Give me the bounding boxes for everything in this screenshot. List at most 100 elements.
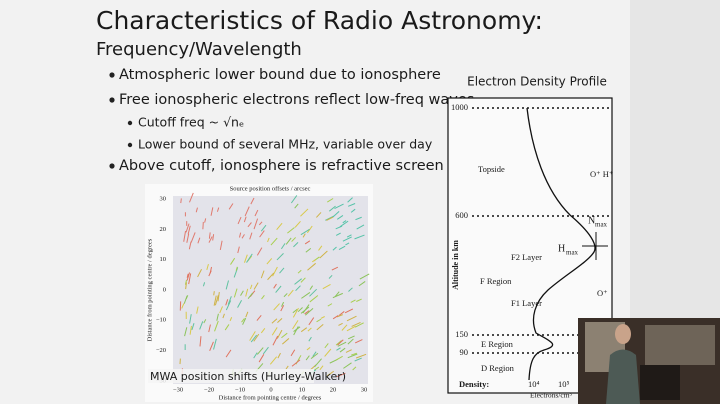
bullet-text: Above cutoff, ionosphere is refractive s… [119, 158, 444, 174]
arrow [350, 208, 356, 213]
arrow [233, 288, 238, 298]
arrow [327, 198, 334, 203]
altitude-label: 600 [455, 210, 468, 220]
arrow [324, 343, 329, 349]
arrow [339, 220, 349, 228]
arrow [292, 307, 299, 318]
arrow [214, 320, 219, 332]
arrow [225, 299, 229, 306]
arrow [230, 257, 236, 265]
arrow [267, 272, 275, 281]
region-label: D Region [481, 363, 515, 373]
arrow [324, 348, 332, 357]
arrow [327, 303, 333, 307]
arrow [335, 232, 341, 236]
arrow [277, 352, 281, 359]
arrow [183, 230, 187, 242]
arrow [302, 233, 306, 238]
altitude-label: 150 [455, 329, 468, 339]
arrow [241, 234, 245, 239]
arrow [247, 222, 252, 228]
arrow [316, 323, 324, 331]
arrow [309, 288, 318, 297]
arrow [228, 203, 234, 210]
hmax-sub: max [566, 249, 579, 257]
arrow [242, 317, 247, 325]
arrow [219, 240, 223, 251]
speaker-head [615, 324, 631, 344]
arrow [216, 313, 219, 321]
arrow [227, 296, 232, 305]
arrow [316, 318, 322, 323]
arrow [260, 270, 265, 279]
arrow [272, 335, 279, 346]
arrow [266, 258, 273, 265]
arrow [346, 315, 357, 322]
x-axis-label: Distance from pointing centre / degrees [219, 394, 322, 401]
arrow [332, 292, 343, 299]
arrow [352, 366, 357, 371]
arrow [280, 243, 286, 250]
nmax-label: N [588, 215, 595, 226]
arrow [294, 278, 302, 285]
arrow-field [179, 192, 370, 378]
arrow [275, 285, 282, 293]
arrow [347, 197, 353, 203]
arrow [273, 283, 277, 289]
arrow [347, 353, 358, 359]
arrow [256, 315, 262, 321]
arrow [281, 332, 288, 339]
arrow [348, 287, 353, 292]
bullet-text: Free ionospheric electrons reflect low-f… [119, 92, 474, 108]
arrow [297, 269, 302, 274]
altitude-label: 1000 [451, 102, 468, 112]
arrow [272, 266, 278, 277]
arrow [197, 269, 202, 278]
arrow [314, 366, 320, 371]
arrow [336, 347, 341, 351]
arrow [332, 246, 337, 251]
density-tick: 10⁴ [528, 379, 540, 389]
hmax-label: H [558, 243, 565, 254]
arrow [342, 236, 352, 242]
arrow [262, 346, 269, 355]
arrow [332, 315, 339, 320]
arrow [285, 365, 289, 370]
arrow [253, 352, 258, 359]
y-tick-label: −10 [156, 317, 166, 324]
slide-subtitle: Frequency/Wavelength [96, 39, 302, 60]
arrow [310, 352, 319, 360]
x-tick-label: 0 [269, 386, 272, 393]
speaker-body [606, 349, 640, 404]
arrow [307, 327, 312, 332]
arrow [238, 232, 242, 238]
ion-label: O⁺ [597, 288, 608, 298]
arrow [336, 314, 343, 318]
arrow [304, 310, 310, 315]
arrow [343, 362, 352, 369]
arrow [331, 266, 339, 271]
arrow [195, 207, 198, 213]
arrow [191, 323, 195, 331]
region-label: E Region [481, 339, 514, 349]
arrow [217, 291, 220, 302]
sub-bullet-dot [127, 120, 133, 126]
arrow [237, 246, 240, 254]
arrow [304, 307, 314, 316]
arrow [208, 232, 211, 239]
arrow [213, 295, 217, 306]
sub-bullet-dot [127, 142, 133, 148]
arrow [294, 203, 299, 209]
arrow [334, 291, 340, 297]
arrow [276, 253, 284, 261]
arrow [319, 365, 324, 371]
arrow [292, 320, 299, 330]
x-tick-label: −30 [173, 386, 183, 393]
arrow [319, 250, 328, 259]
arrow [309, 285, 314, 290]
arrow [213, 291, 215, 296]
y-tick-label: 10 [160, 256, 167, 263]
arrow [351, 352, 358, 356]
